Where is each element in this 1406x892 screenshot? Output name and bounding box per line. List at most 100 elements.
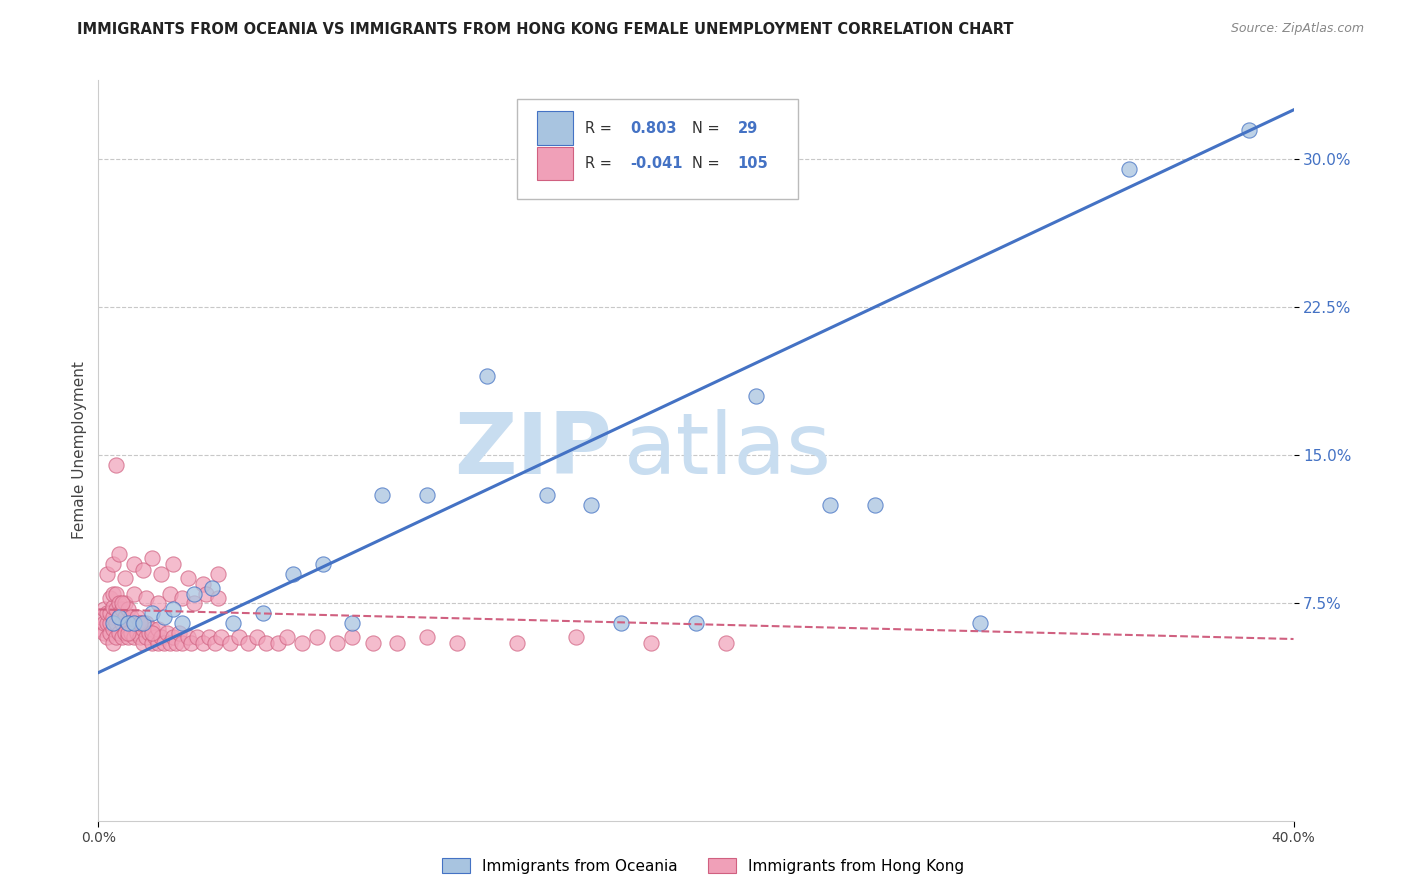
Point — [1118, 162, 1140, 177]
Point — [129, 616, 152, 631]
Point — [183, 586, 205, 600]
Point — [132, 636, 155, 650]
Text: N =: N = — [692, 120, 720, 136]
Point — [180, 636, 202, 650]
Point — [103, 622, 125, 636]
Point — [281, 566, 304, 581]
Point — [124, 630, 146, 644]
Point — [150, 566, 173, 581]
Point — [191, 636, 214, 650]
Point — [745, 389, 768, 403]
Point — [153, 636, 176, 650]
Point — [236, 636, 259, 650]
Point — [416, 488, 439, 502]
Point — [98, 607, 122, 621]
Text: 0.803: 0.803 — [630, 120, 676, 136]
Text: R =: R = — [585, 156, 612, 171]
Point — [108, 626, 131, 640]
Point — [640, 636, 662, 650]
Point — [222, 616, 245, 631]
Point — [111, 616, 134, 631]
Point — [172, 591, 194, 605]
Point — [114, 626, 136, 640]
Point — [117, 630, 139, 644]
Point — [124, 616, 146, 631]
Point — [148, 636, 170, 650]
Point — [150, 630, 173, 644]
Point — [103, 600, 125, 615]
Point — [114, 597, 136, 611]
Point — [820, 498, 842, 512]
Point — [685, 616, 707, 631]
Point — [191, 576, 214, 591]
Point — [446, 636, 468, 650]
Point — [198, 630, 221, 644]
Point — [207, 566, 229, 581]
Point — [204, 636, 226, 650]
Point — [96, 630, 118, 644]
Point — [153, 610, 176, 624]
Point — [165, 636, 187, 650]
Point — [90, 610, 112, 624]
Point — [326, 636, 349, 650]
Point — [135, 591, 157, 605]
FancyBboxPatch shape — [537, 112, 572, 145]
Point — [311, 557, 333, 571]
Point — [129, 630, 152, 644]
Point — [162, 602, 184, 616]
Point — [124, 586, 146, 600]
Point — [252, 607, 274, 621]
Point — [105, 458, 128, 473]
Point — [371, 488, 394, 502]
Text: ZIP: ZIP — [454, 409, 613, 492]
Point — [132, 563, 155, 577]
Point — [276, 630, 298, 644]
Point — [228, 630, 250, 644]
Text: Source: ZipAtlas.com: Source: ZipAtlas.com — [1230, 22, 1364, 36]
FancyBboxPatch shape — [517, 99, 797, 199]
Point — [117, 616, 139, 631]
Point — [129, 616, 152, 631]
Point — [536, 488, 558, 502]
Point — [96, 616, 118, 631]
Point — [209, 630, 232, 644]
Point — [1237, 122, 1260, 136]
Point — [159, 636, 181, 650]
Point — [108, 547, 131, 561]
Point — [124, 557, 146, 571]
Point — [207, 591, 229, 605]
Point — [172, 636, 194, 650]
Text: 105: 105 — [738, 156, 769, 171]
Point — [117, 616, 139, 631]
Point — [385, 636, 409, 650]
Point — [565, 630, 588, 644]
Point — [111, 630, 134, 644]
Point — [141, 626, 163, 640]
Point — [305, 630, 328, 644]
Point — [120, 610, 142, 624]
Point — [186, 630, 208, 644]
Point — [90, 622, 112, 636]
Point — [120, 626, 142, 640]
Point — [714, 636, 737, 650]
Point — [93, 602, 115, 616]
Point — [246, 630, 269, 644]
Point — [143, 630, 166, 644]
Point — [96, 566, 118, 581]
Point — [342, 616, 364, 631]
Point — [124, 616, 146, 631]
Text: R =: R = — [585, 120, 612, 136]
Point — [162, 557, 184, 571]
Point — [416, 630, 439, 644]
Point — [219, 636, 242, 650]
Point — [254, 636, 277, 650]
Point — [127, 626, 149, 640]
Point — [98, 591, 122, 605]
Legend: Immigrants from Oceania, Immigrants from Hong Kong: Immigrants from Oceania, Immigrants from… — [436, 852, 970, 880]
Point — [105, 616, 128, 631]
Point — [475, 369, 498, 384]
Text: 29: 29 — [738, 120, 758, 136]
Point — [141, 622, 163, 636]
Point — [167, 626, 190, 640]
Point — [201, 581, 224, 595]
